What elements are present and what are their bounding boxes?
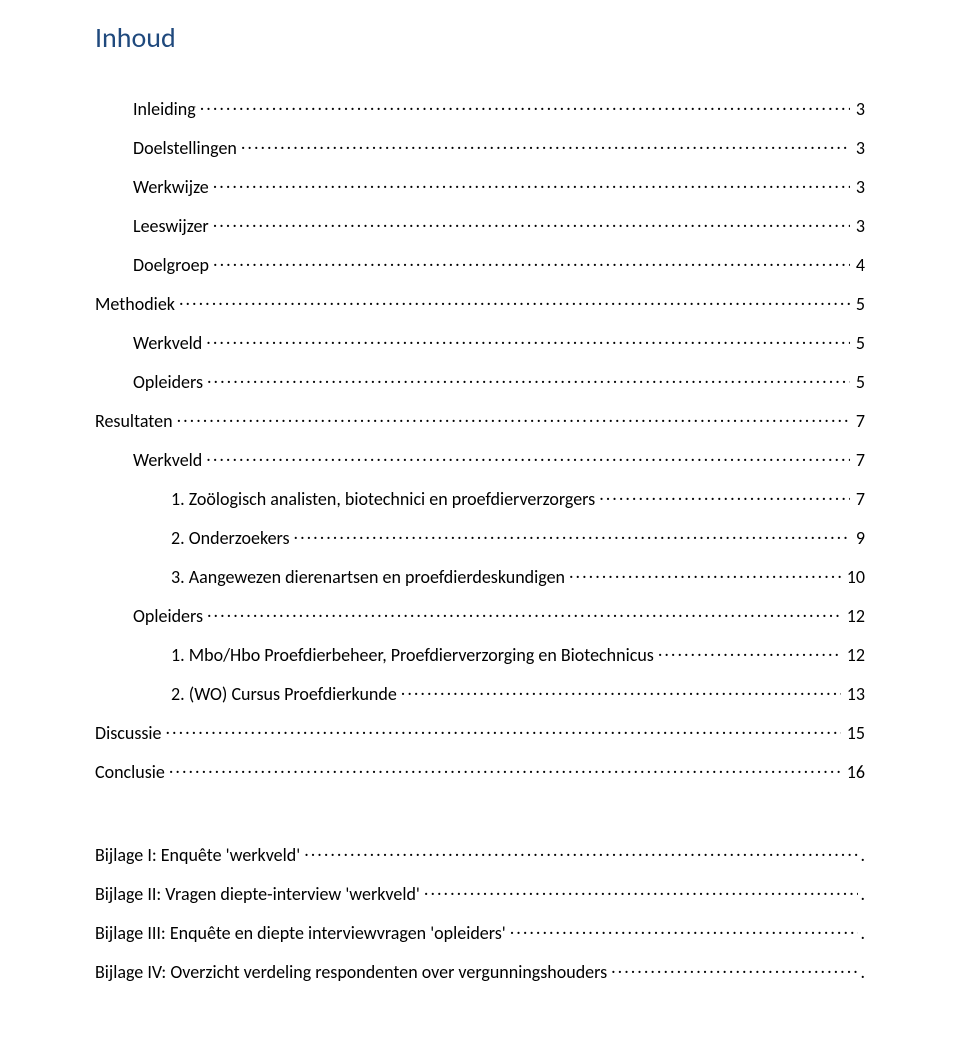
toc-row: 2. (WO) Cursus Proefdierkunde 13: [95, 674, 865, 713]
toc-leader: [658, 643, 841, 661]
toc-page-number: 5: [850, 371, 865, 393]
toc-trail: .: [858, 922, 865, 944]
toc-label: 2. Onderzoekers: [171, 527, 294, 549]
toc-label: Werkwijze: [133, 176, 213, 198]
toc-row: Opleiders 12: [95, 596, 865, 635]
toc-label: Bijlage III: Enquête en diepte interview…: [95, 922, 510, 944]
toc-label: 2. (WO) Cursus Proefdierkunde: [171, 683, 401, 705]
toc-leader: [177, 409, 850, 427]
toc-page-number: 10: [841, 566, 865, 588]
toc-label: Inleiding: [133, 98, 200, 120]
toc-leader: [206, 448, 850, 466]
toc-row: Bijlage I: Enquête 'werkveld'.: [95, 835, 865, 874]
toc-page-number: 7: [850, 410, 865, 432]
toc-row: Opleiders 5: [95, 362, 865, 401]
toc-row: 1. Zoölogisch analisten, biotechnici en …: [95, 479, 865, 518]
toc-leader: [304, 843, 858, 861]
toc-label: 3. Aangewezen dierenartsen en proefdierd…: [171, 566, 569, 588]
toc-page-number: 7: [850, 488, 865, 510]
toc-row: Doelstellingen 3: [95, 128, 865, 167]
toc-label: Doelgroep: [133, 254, 213, 276]
toc-label: Opleiders: [133, 605, 207, 627]
toc-label: Resultaten: [95, 410, 177, 432]
toc-row: Discussie 15: [95, 713, 865, 752]
toc-leader: [213, 253, 850, 271]
table-of-contents: Inleiding3Doelstellingen3Werkwijze3Leesw…: [95, 89, 865, 791]
toc-leader: [424, 882, 859, 900]
toc-row: 3. Aangewezen dierenartsen en proefdierd…: [95, 557, 865, 596]
toc-trail: .: [858, 883, 865, 905]
page-title: Inhoud: [95, 20, 865, 55]
section-gap: [95, 791, 865, 835]
toc-leader: [207, 604, 841, 622]
toc-row: Conclusie 16: [95, 752, 865, 791]
toc-row: Werkwijze 3: [95, 167, 865, 206]
toc-row: Inleiding 3: [95, 89, 865, 128]
document-page: Inhoud Inleiding3Doelstellingen3Werkwijz…: [0, 0, 960, 1053]
toc-leader: [569, 565, 841, 583]
toc-leader: [169, 760, 841, 778]
toc-label: Discussie: [95, 722, 165, 744]
toc-label: Werkveld: [133, 449, 206, 471]
toc-row: Doelgroep 4: [95, 245, 865, 284]
toc-page-number: 3: [850, 176, 865, 198]
toc-leader: [510, 921, 859, 939]
toc-leader: [200, 97, 850, 115]
toc-leader: [165, 721, 840, 739]
toc-row: Bijlage III: Enquête en diepte interview…: [95, 913, 865, 952]
toc-page-number: 5: [850, 293, 865, 315]
toc-row: Resultaten 7: [95, 401, 865, 440]
toc-page-number: 15: [841, 722, 865, 744]
toc-leader: [179, 292, 850, 310]
toc-row: 1. Mbo/Hbo Proefdierbeheer, Proefdierver…: [95, 635, 865, 674]
toc-row: Bijlage IV: Overzicht verdeling responde…: [95, 952, 865, 991]
appendix-list: Bijlage I: Enquête 'werkveld'. Bijlage II…: [95, 835, 865, 991]
toc-leader: [401, 682, 841, 700]
toc-label: Bijlage IV: Overzicht verdeling responde…: [95, 961, 611, 983]
toc-page-number: 3: [850, 98, 865, 120]
toc-page-number: 7: [850, 449, 865, 471]
toc-page-number: 13: [841, 683, 865, 705]
toc-label: Methodiek: [95, 293, 179, 315]
toc-page-number: 5: [850, 332, 865, 354]
toc-page-number: 12: [841, 644, 865, 666]
toc-leader: [599, 487, 850, 505]
toc-page-number: 3: [850, 215, 865, 237]
toc-leader: [206, 331, 850, 349]
toc-page-number: 16: [841, 761, 865, 783]
toc-leader: [213, 175, 850, 193]
toc-page-number: 12: [841, 605, 865, 627]
toc-label: Doelstellingen: [133, 137, 241, 159]
toc-label: Conclusie: [95, 761, 169, 783]
toc-label: Opleiders: [133, 371, 207, 393]
toc-page-number: 9: [850, 527, 865, 549]
toc-label: Bijlage II: Vragen diepte-interview 'wer…: [95, 883, 424, 905]
toc-label: Bijlage I: Enquête 'werkveld': [95, 844, 304, 866]
toc-row: Werkveld 7: [95, 440, 865, 479]
toc-trail: .: [858, 961, 865, 983]
toc-leader: [241, 136, 850, 154]
toc-row: Methodiek 5: [95, 284, 865, 323]
toc-label: 1. Zoölogisch analisten, biotechnici en …: [171, 488, 599, 510]
toc-trail: .: [858, 844, 865, 866]
toc-row: Werkveld 5: [95, 323, 865, 362]
toc-row: Bijlage II: Vragen diepte-interview 'wer…: [95, 874, 865, 913]
toc-leader: [294, 526, 850, 544]
toc-label: Werkveld: [133, 332, 206, 354]
toc-label: Leeswijzer: [133, 215, 213, 237]
toc-leader: [213, 214, 850, 232]
toc-page-number: 4: [850, 254, 865, 276]
toc-leader: [207, 370, 850, 388]
toc-label: 1. Mbo/Hbo Proefdierbeheer, Proefdierver…: [171, 644, 658, 666]
toc-row: Leeswijzer 3: [95, 206, 865, 245]
toc-page-number: 3: [850, 137, 865, 159]
toc-row: 2. Onderzoekers 9: [95, 518, 865, 557]
toc-leader: [611, 960, 858, 978]
